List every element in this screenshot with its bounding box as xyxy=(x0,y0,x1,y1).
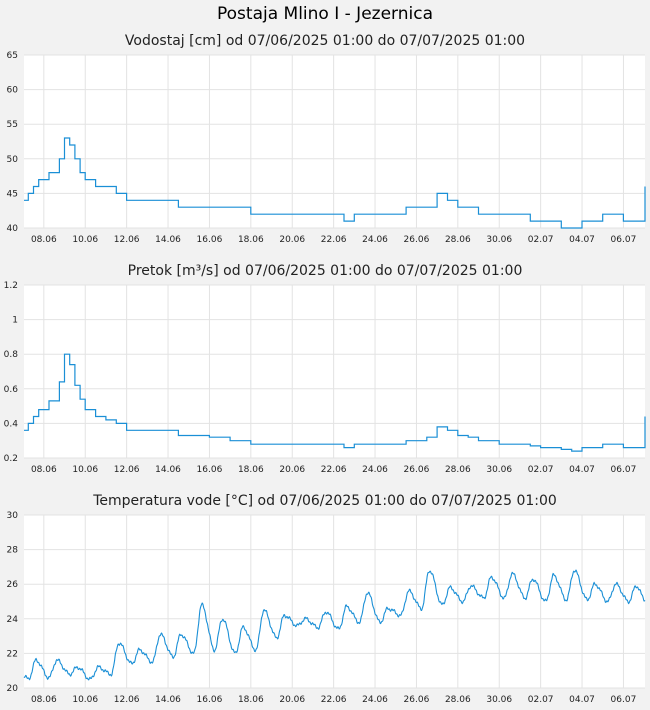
x-tick-label: 26.06 xyxy=(404,695,430,705)
chart-panel-1: Vodostaj [cm] od 07/06/2025 01:00 do 07/… xyxy=(7,33,646,245)
y-tick-label: 45 xyxy=(7,189,18,199)
y-tick-label: 1 xyxy=(12,316,18,326)
y-tick-label: 28 xyxy=(7,546,19,556)
y-tick-label: 40 xyxy=(7,224,19,234)
x-tick-label: 30.06 xyxy=(486,235,512,245)
x-tick-label: 08.06 xyxy=(31,465,57,475)
x-tick-label: 16.06 xyxy=(197,235,223,245)
x-tick-label: 10.06 xyxy=(72,695,98,705)
y-tick-label: 20 xyxy=(7,684,19,694)
x-tick-label: 28.06 xyxy=(445,235,471,245)
x-tick-label: 24.06 xyxy=(362,465,388,475)
y-tick-label: 1.2 xyxy=(4,281,18,291)
x-tick-label: 06.07 xyxy=(611,465,637,475)
x-tick-label: 18.06 xyxy=(238,465,264,475)
x-tick-label: 30.06 xyxy=(486,465,512,475)
plot-area xyxy=(24,285,645,458)
chart-title: Pretok [m³/s] od 07/06/2025 01:00 do 07/… xyxy=(128,263,523,279)
x-tick-label: 20.06 xyxy=(279,235,305,245)
y-tick-label: 60 xyxy=(7,86,19,96)
plot-area xyxy=(24,515,645,688)
x-tick-label: 16.06 xyxy=(197,465,223,475)
y-tick-label: 22 xyxy=(7,649,18,659)
y-tick-label: 0.6 xyxy=(4,385,19,395)
x-tick-label: 24.06 xyxy=(362,695,388,705)
chart-panel-3: Temperatura vode [°C] od 07/06/2025 01:0… xyxy=(7,493,646,705)
series-line xyxy=(24,353,646,452)
x-tick-label: 08.06 xyxy=(31,695,57,705)
x-tick-label: 30.06 xyxy=(486,695,512,705)
y-tick-label: 50 xyxy=(7,155,19,165)
x-tick-label: 18.06 xyxy=(238,695,264,705)
y-tick-label: 30 xyxy=(7,511,19,521)
chart-title: Temperatura vode [°C] od 07/06/2025 01:0… xyxy=(92,493,557,509)
x-tick-label: 28.06 xyxy=(445,465,471,475)
x-tick-label: 28.06 xyxy=(445,695,471,705)
x-tick-label: 06.07 xyxy=(611,235,637,245)
x-tick-label: 08.06 xyxy=(31,235,57,245)
x-tick-label: 02.07 xyxy=(528,465,554,475)
x-tick-label: 26.06 xyxy=(404,465,430,475)
y-tick-label: 65 xyxy=(7,51,18,61)
x-tick-label: 12.06 xyxy=(114,695,140,705)
x-tick-label: 20.06 xyxy=(279,695,305,705)
page-title: Postaja Mlino I - Jezernica xyxy=(217,4,433,24)
y-tick-label: 0.4 xyxy=(4,419,19,429)
chart-title: Vodostaj [cm] od 07/06/2025 01:00 do 07/… xyxy=(125,33,525,49)
x-tick-label: 22.06 xyxy=(321,235,347,245)
x-tick-label: 02.07 xyxy=(528,695,554,705)
y-tick-label: 0.8 xyxy=(4,350,19,360)
y-tick-label: 55 xyxy=(7,120,18,130)
y-tick-label: 24 xyxy=(7,615,19,625)
x-tick-label: 12.06 xyxy=(114,235,140,245)
x-tick-label: 20.06 xyxy=(279,465,305,475)
x-tick-label: 22.06 xyxy=(321,695,347,705)
x-tick-label: 14.06 xyxy=(155,695,181,705)
x-tick-label: 24.06 xyxy=(362,235,388,245)
x-tick-label: 14.06 xyxy=(155,465,181,475)
x-tick-label: 06.07 xyxy=(611,695,637,705)
x-tick-label: 04.07 xyxy=(569,695,595,705)
x-tick-label: 26.06 xyxy=(404,235,430,245)
x-tick-label: 22.06 xyxy=(321,465,347,475)
x-tick-label: 04.07 xyxy=(569,235,595,245)
y-tick-label: 0.2 xyxy=(4,454,18,464)
chart-panel-2: Pretok [m³/s] od 07/06/2025 01:00 do 07/… xyxy=(4,263,646,475)
x-tick-label: 10.06 xyxy=(72,465,98,475)
plot-area xyxy=(24,55,645,228)
series-line xyxy=(23,569,646,681)
y-tick-label: 26 xyxy=(7,580,19,590)
x-tick-label: 14.06 xyxy=(155,235,181,245)
x-tick-label: 10.06 xyxy=(72,235,98,245)
x-tick-label: 16.06 xyxy=(197,695,223,705)
x-tick-label: 02.07 xyxy=(528,235,554,245)
x-tick-label: 12.06 xyxy=(114,465,140,475)
x-tick-label: 04.07 xyxy=(569,465,595,475)
x-tick-label: 18.06 xyxy=(238,235,264,245)
series-line xyxy=(24,137,646,229)
